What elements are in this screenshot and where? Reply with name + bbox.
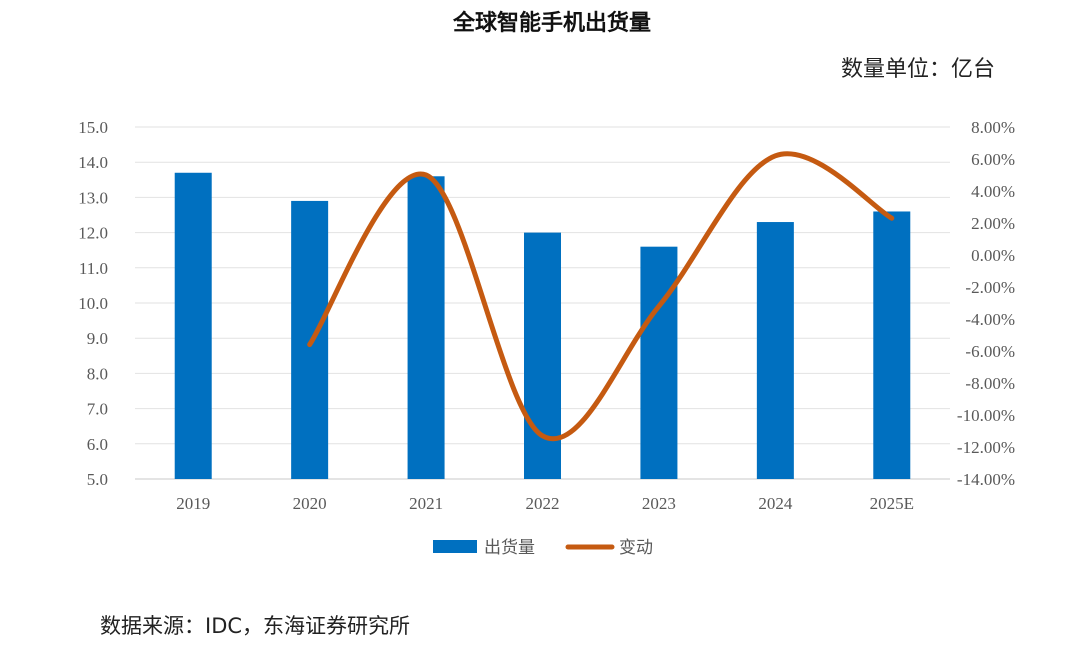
legend-line-label: 变动 [619, 538, 653, 558]
right-axis-tick-label: -10.00% [957, 406, 1015, 425]
x-axis-tick-label: 2025E [870, 494, 914, 513]
right-axis-tick-label: -12.00% [957, 438, 1015, 457]
left-axis-tick-label: 5.0 [87, 470, 108, 489]
bar [174, 172, 212, 479]
bar [756, 222, 794, 480]
unit-label: 数量单位：亿台 [841, 57, 995, 82]
right-axis-tick-label: -14.00% [957, 470, 1015, 489]
left-axis-tick-label: 11.0 [79, 259, 108, 278]
legend-bar-label: 出货量 [484, 538, 535, 558]
left-axis-tick-label: 13.0 [78, 188, 108, 207]
right-axis-tick-label: -4.00% [965, 310, 1015, 329]
right-axis-tick-label: 6.00% [971, 150, 1015, 169]
x-axis-tick-label: 2022 [526, 494, 560, 513]
left-axis-tick-label: 12.0 [78, 224, 108, 243]
x-axis-ticks: 2019 2020 2021 2022 2023 2024 2025E [176, 494, 914, 513]
x-axis-tick-label: 2024 [758, 494, 793, 513]
left-axis-tick-label: 14.0 [78, 153, 108, 172]
right-axis-tick-label: -2.00% [965, 278, 1015, 297]
legend: 出货量 变动 [433, 538, 653, 558]
right-axis-tick-label: 4.00% [971, 182, 1015, 201]
source-note: 数据来源：IDC，东海证券研究所 [100, 614, 410, 638]
right-axis-ticks: 8.00% 6.00% 4.00% 2.00% 0.00% -2.00% -4.00% -6.… [957, 118, 1015, 489]
legend-bar-swatch [433, 540, 477, 553]
bar [873, 211, 911, 480]
bar [524, 232, 561, 479]
line-series [307, 151, 895, 442]
change-line [307, 151, 895, 442]
right-axis-tick-label: 2.00% [971, 214, 1015, 233]
right-axis-tick-label: 8.00% [971, 118, 1015, 137]
bar [640, 246, 678, 479]
right-axis-tick-label: -6.00% [965, 342, 1015, 361]
bar [407, 176, 445, 479]
x-axis-tick-label: 2019 [176, 494, 210, 513]
x-axis-tick-label: 2023 [642, 494, 676, 513]
left-axis-tick-label: 15.0 [78, 118, 108, 137]
x-axis-tick-label: 2020 [293, 494, 327, 513]
left-axis-tick-label: 10.0 [78, 294, 108, 313]
right-axis-tick-label: -8.00% [965, 374, 1015, 393]
left-axis-tick-label: 7.0 [87, 400, 108, 419]
left-axis-tick-label: 6.0 [87, 435, 108, 454]
left-axis-tick-label: 9.0 [87, 329, 108, 348]
chart-title: 全球智能手机出货量 [452, 10, 651, 36]
x-axis-tick-label: 2021 [409, 494, 443, 513]
left-axis-ticks: 15.0 14.0 13.0 12.0 11.0 10.0 9.0 8.0 7.0 6.0 5.0 [78, 118, 108, 489]
right-axis-tick-label: 0.00% [971, 246, 1015, 265]
left-axis-tick-label: 8.0 [87, 364, 108, 383]
